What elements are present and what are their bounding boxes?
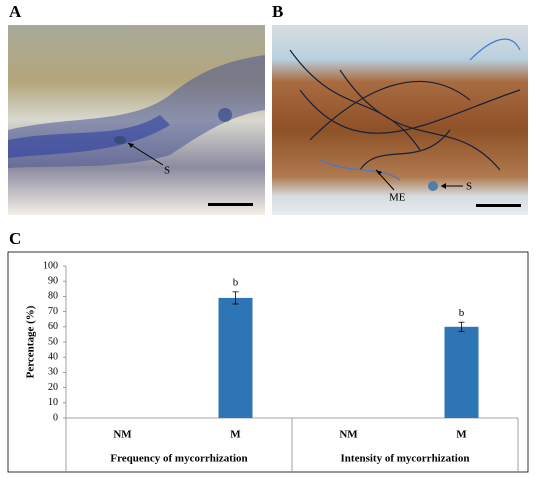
y-tick-label: 30 (48, 367, 58, 378)
x-tick-label: M (456, 429, 467, 441)
significance-letter: b (233, 276, 239, 288)
y-tick-label: 50 (48, 336, 58, 347)
y-tick-label: 80 (48, 291, 58, 302)
group-label: Intensity of mycorrhization (341, 453, 470, 465)
y-tick-label: 10 (48, 397, 58, 408)
x-tick-label: NM (113, 429, 132, 441)
panel-label: C (9, 229, 21, 248)
significance-letter: b (459, 307, 465, 319)
y-tick-label: 60 (48, 321, 58, 332)
x-tick-label: NM (339, 429, 358, 441)
bar (218, 297, 253, 418)
panel-label: A (9, 2, 22, 21)
y-tick-label: 20 (48, 382, 58, 393)
group-label: Frequency of mycorrhization (110, 453, 247, 465)
chart: 0 10 20 30 40 50 60 70 80 90 100 Percentage (%) Freq… (25, 260, 519, 472)
y-tick-label: 100 (43, 260, 58, 271)
y-tick-label: 0 (53, 412, 58, 423)
bar (444, 326, 479, 418)
y-axis-label: Percentage (%) (25, 305, 37, 378)
panel-label: B (272, 2, 283, 21)
y-tick-label: 40 (48, 351, 58, 362)
chart-frame (7, 251, 529, 473)
annotation: S (466, 181, 472, 193)
micrograph-a: S (8, 25, 265, 215)
micrograph-b: ME S (272, 25, 528, 215)
annotation: S (164, 165, 170, 177)
x-tick-label: M (230, 429, 241, 441)
y-tick-label: 90 (48, 275, 58, 286)
annotation: ME (389, 192, 406, 204)
y-tick-label: 70 (48, 306, 58, 317)
